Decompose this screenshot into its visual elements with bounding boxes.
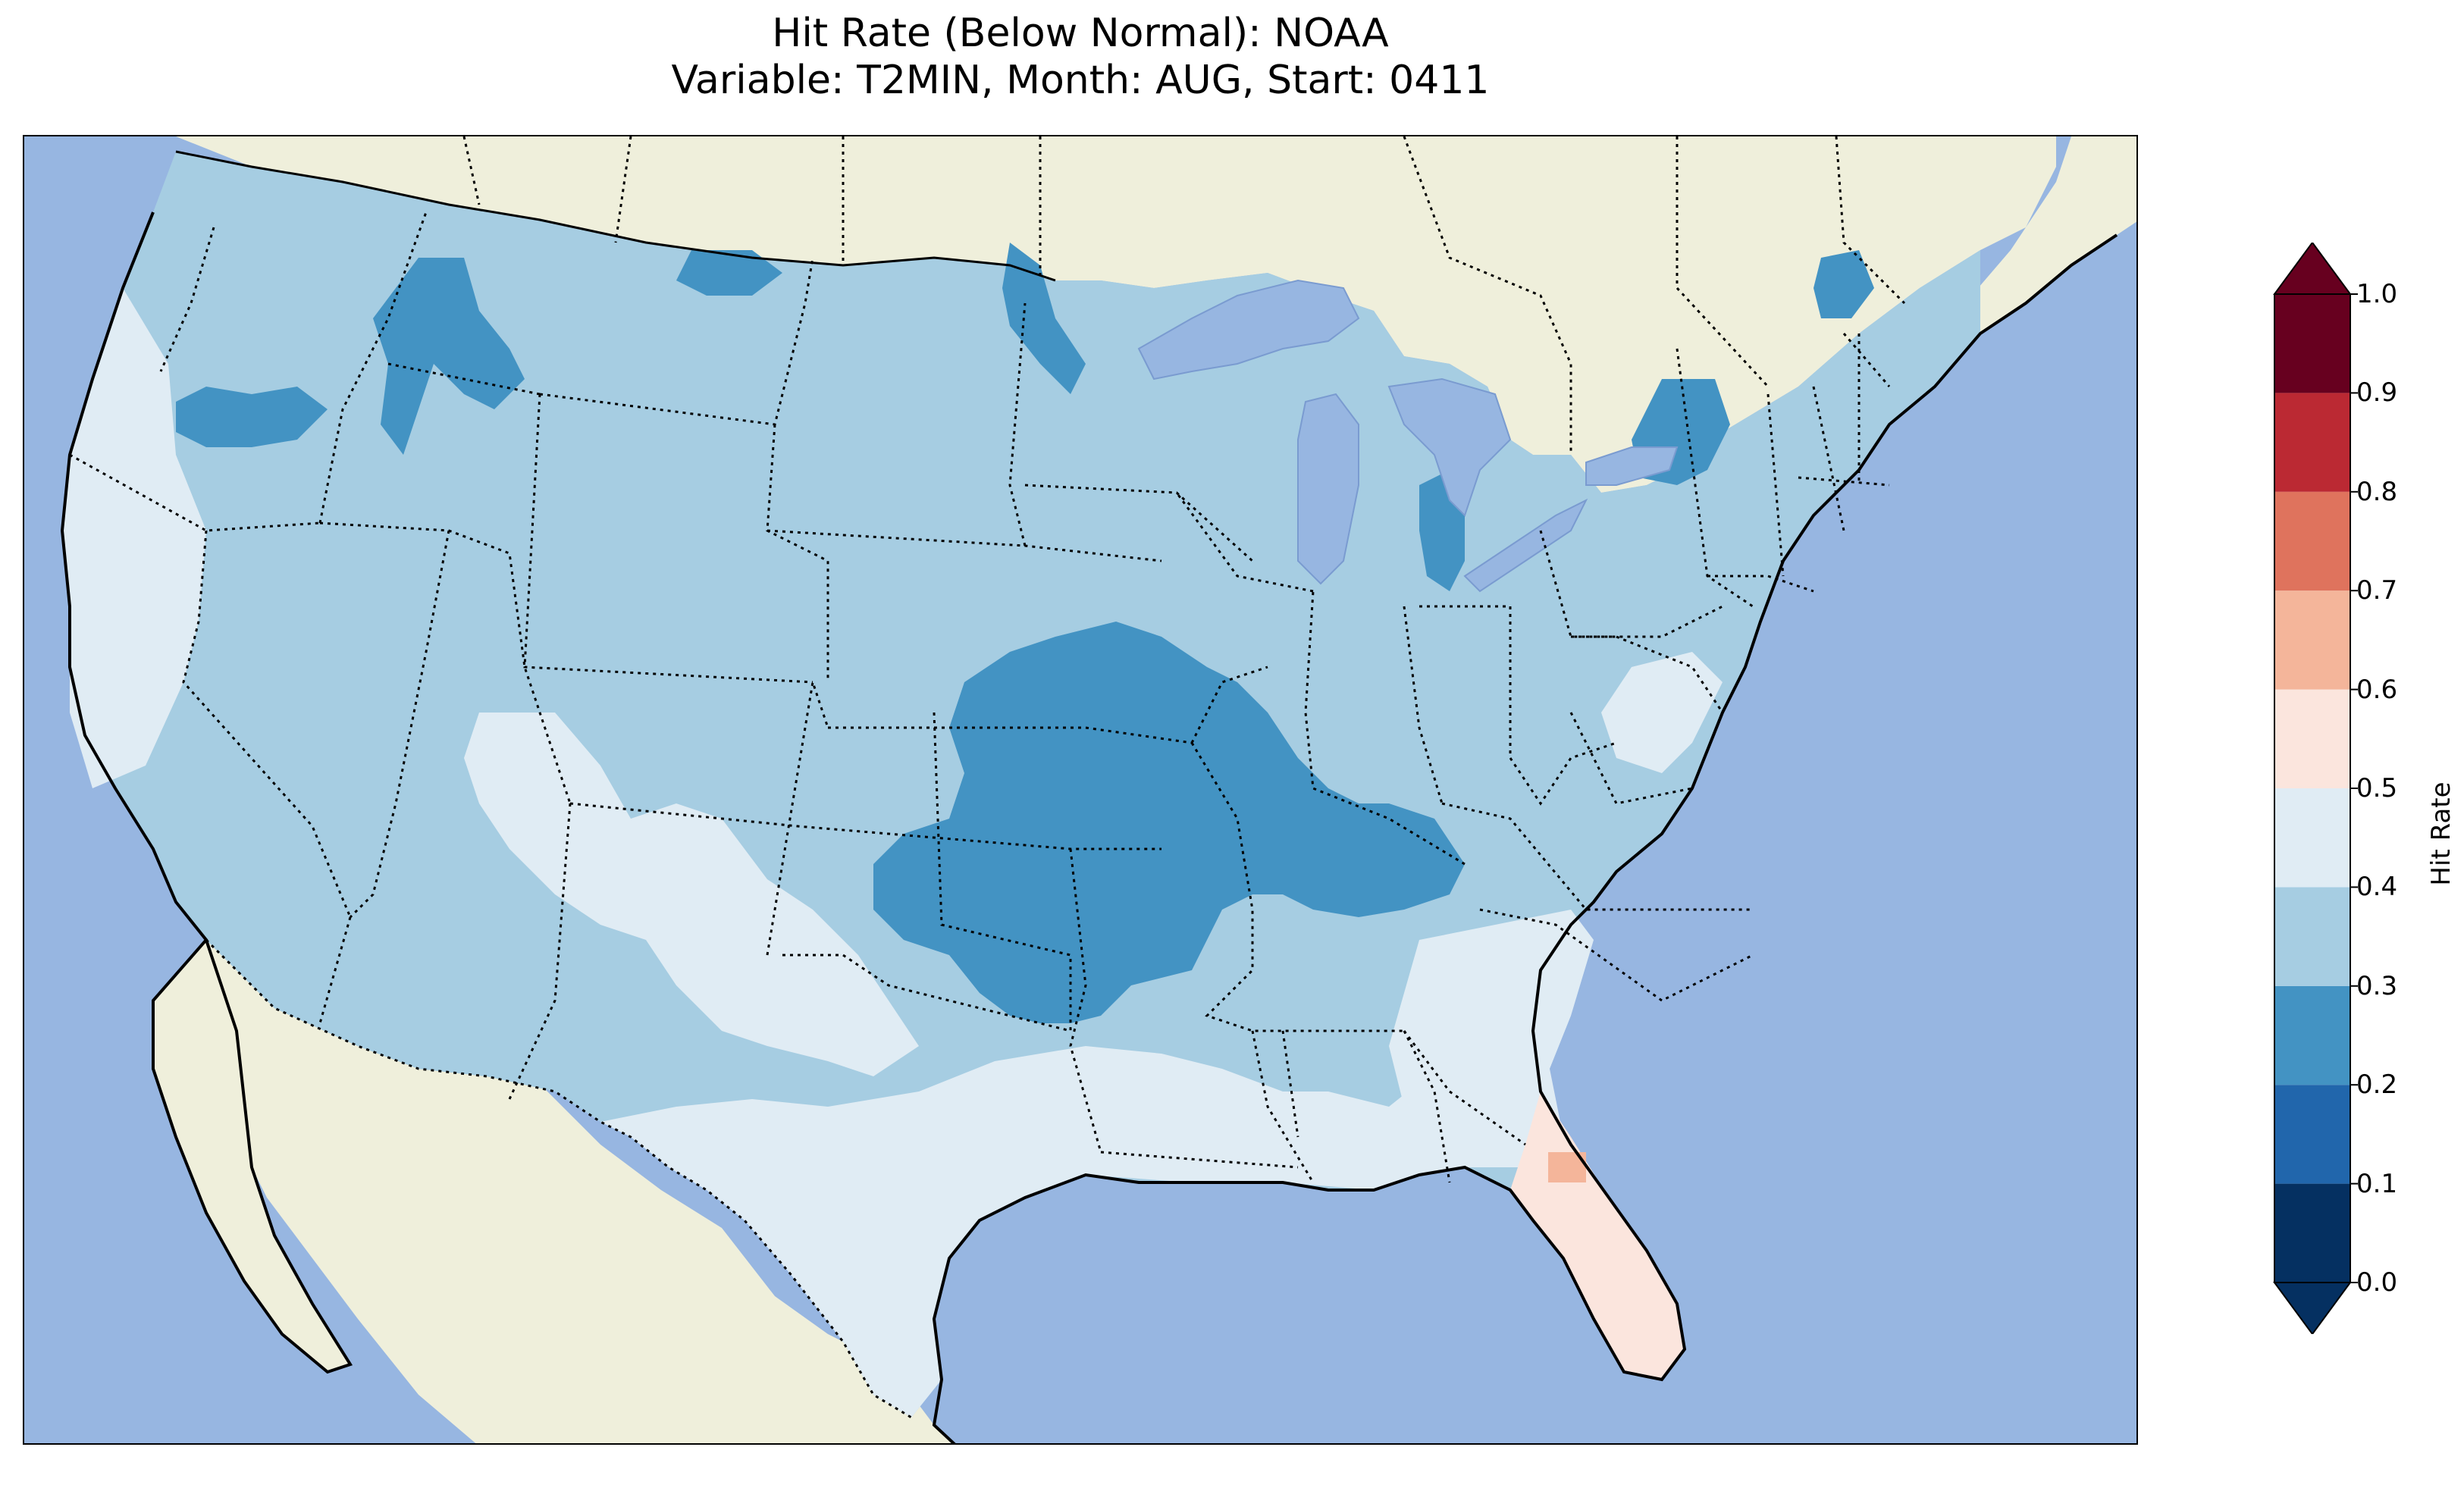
colorbar-tick-label: 0.8 xyxy=(2356,476,2398,507)
colorbar-bin xyxy=(2274,887,2350,986)
mexico-land xyxy=(206,940,954,1443)
central-plains-midwest xyxy=(873,622,1465,1023)
chart-title: Hit Rate (Below Normal): NOAA xyxy=(772,11,1389,56)
canada-us-border xyxy=(175,150,1056,282)
colorbar-bin xyxy=(2274,393,2350,492)
colorbar-tick-label: 0.9 xyxy=(2356,377,2398,409)
baja-land xyxy=(153,940,350,1372)
map-canvas xyxy=(60,136,2136,1443)
colorbar-bin xyxy=(2274,985,2350,1085)
lake-huron xyxy=(1387,377,1512,517)
montana-dark-patch xyxy=(676,250,782,296)
maine-dark-patch xyxy=(1814,250,1874,318)
colorbar-tick-label: 0.2 xyxy=(2356,1070,2398,1101)
gulf-coastline xyxy=(932,233,2118,1443)
colorbar-bin xyxy=(2274,491,2350,591)
chart-subtitle: Variable: T2MIN, Month: AUG, Start: 0411 xyxy=(671,58,1490,103)
colorbar-tick-label: 0.1 xyxy=(2356,1168,2398,1199)
colorbar-bin xyxy=(2274,689,2350,788)
rockies-dark-patch xyxy=(373,258,525,455)
colorbar-label: Hit Rate xyxy=(2426,781,2456,886)
southeast-patch xyxy=(1389,910,1594,1137)
southwest-patch xyxy=(464,713,919,1076)
south-texas-patch xyxy=(600,1016,1563,1417)
lake-superior xyxy=(1137,279,1360,381)
colorbar-tick-label: 0.6 xyxy=(2356,674,2398,705)
florida-peninsula xyxy=(1510,1092,1685,1380)
colorbar-under-triangle xyxy=(2273,1282,2352,1334)
colorbar-bin xyxy=(2274,1183,2350,1283)
colorbar-tick-label: 0.5 xyxy=(2356,773,2398,803)
west-coast-band xyxy=(62,288,206,788)
lake-michigan xyxy=(1297,393,1359,585)
colorbar-tick-label: 0.4 xyxy=(2356,872,2398,903)
colorbar-tick-label: 0.7 xyxy=(2356,575,2398,606)
colorbar-bins xyxy=(2274,294,2350,1283)
oregon-dark-patch xyxy=(176,387,328,447)
canada-land xyxy=(176,136,2056,493)
lake-erie xyxy=(1463,498,1588,593)
colorbar-tick-label: 0.0 xyxy=(2356,1267,2398,1298)
mexico-us-border xyxy=(205,938,912,1419)
midatlantic-patch xyxy=(1601,652,1723,773)
colorbar-bin xyxy=(2274,788,2350,888)
minnesota-dark-patch xyxy=(1002,243,1086,394)
state-borders xyxy=(69,211,1891,1183)
colorbar-bin xyxy=(2274,590,2350,690)
colorbar-tick-label: 1.0 xyxy=(2356,279,2398,309)
maritimes-land xyxy=(1965,136,2136,334)
province-borders xyxy=(462,136,1906,455)
colorbar-bin xyxy=(2274,1085,2350,1184)
colorbar-bin xyxy=(2274,294,2350,393)
colorbar xyxy=(2273,243,2358,1334)
colorbar-ticks xyxy=(2350,293,2358,1283)
colorbar-over-triangle xyxy=(2273,243,2352,295)
coastline-path xyxy=(60,211,353,1374)
colorbar-tick-label: 0.3 xyxy=(2356,970,2398,1001)
lake-ontario xyxy=(1585,446,1679,486)
map-panel xyxy=(23,135,2138,1445)
